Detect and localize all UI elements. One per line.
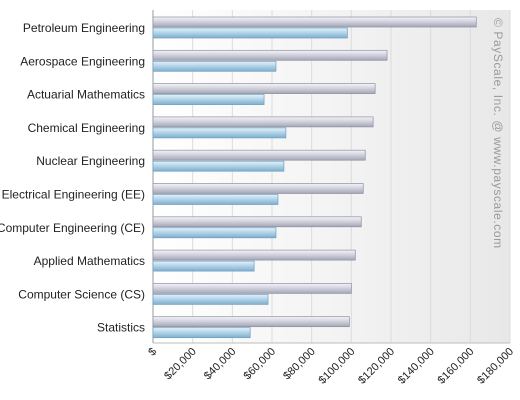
bar-series2 xyxy=(152,294,269,305)
bar-series2 xyxy=(152,94,265,105)
x-tick-labels: $ $20,000 $40,000 $60,000 $80,000$100,000$12… xyxy=(146,346,516,387)
category-label: Actuarial Mathematics xyxy=(27,88,145,102)
bar-series1 xyxy=(152,283,352,294)
category-label: Aerospace Engineering xyxy=(20,54,145,68)
bar-series2 xyxy=(152,260,255,272)
category-label: Computer Science (CS) xyxy=(18,287,145,301)
category-label: Applied Mathematics xyxy=(34,254,145,268)
bar-series1 xyxy=(152,16,477,28)
category-label: Nuclear Engineering xyxy=(36,154,145,168)
bar-series1 xyxy=(152,216,362,228)
bar-series2 xyxy=(152,227,277,239)
x-tick-label: $40,000 xyxy=(202,346,239,383)
category-label: Electrical Engineering (EE) xyxy=(2,188,145,202)
x-tick-label: $180,000 xyxy=(475,346,516,387)
bar-series2 xyxy=(152,60,277,72)
category-label: Petroleum Engineering xyxy=(23,21,145,35)
category-label: Chemical Engineering xyxy=(28,121,145,135)
x-tick-label: $60,000 xyxy=(242,346,279,383)
bar-series1 xyxy=(152,116,374,128)
bar-series1 xyxy=(152,83,376,94)
x-tick-label: $80,000 xyxy=(281,346,318,383)
bar-series2 xyxy=(152,27,348,39)
x-tick-label: $20,000 xyxy=(162,346,199,383)
bar-series1 xyxy=(152,249,356,261)
x-tick-label: $120,000 xyxy=(356,346,397,387)
bar-series2 xyxy=(152,327,251,339)
x-tick-label: $ xyxy=(146,346,159,359)
bar-series1 xyxy=(152,149,366,161)
category-label: Computer Engineering (CE) xyxy=(0,221,145,235)
category-labels: Petroleum Engineering Aerospace Engineeri… xyxy=(0,21,145,335)
bar-series1 xyxy=(152,183,364,194)
bar-series2 xyxy=(152,127,287,139)
bars xyxy=(152,16,477,339)
watermark: © PayScale, Inc. @ www.payscale.com xyxy=(491,18,505,249)
bar-series2 xyxy=(152,194,279,205)
bar-series1 xyxy=(152,49,388,61)
bar-series1 xyxy=(152,316,350,328)
x-tick-label: $160,000 xyxy=(436,346,477,387)
bar-series2 xyxy=(152,160,285,172)
category-label: Statistics xyxy=(97,321,145,335)
x-tick-label: $100,000 xyxy=(317,346,358,387)
x-tick-label: $140,000 xyxy=(396,346,437,387)
